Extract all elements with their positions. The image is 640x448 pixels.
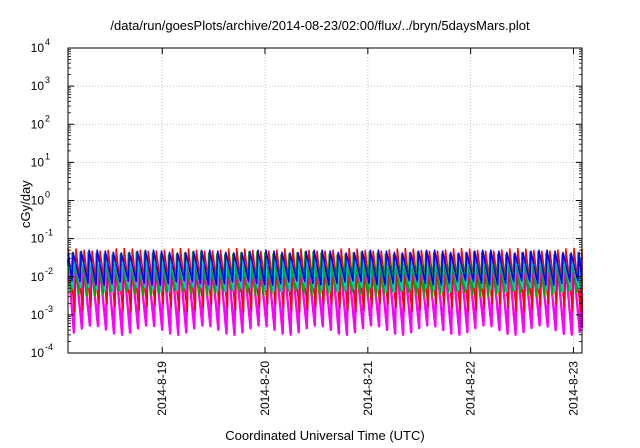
y-tick-label: 10 bbox=[31, 41, 45, 55]
y-tick-label-exponent: 4 bbox=[45, 37, 50, 47]
x-axis-label: Coordinated Universal Time (UTC) bbox=[225, 428, 425, 443]
series-line bbox=[67, 249, 583, 286]
y-tick-label: 10 bbox=[31, 232, 45, 246]
y-tick-label: 10 bbox=[31, 308, 45, 322]
y-tick-label: 10 bbox=[31, 117, 45, 131]
y-axis-label: cGy/day bbox=[18, 180, 33, 228]
y-tick-label-exponent: -2 bbox=[45, 266, 53, 276]
chart-title: /data/run/goesPlots/archive/2014-08-23/0… bbox=[110, 18, 530, 33]
x-tick-label: 2014-8-19 bbox=[155, 361, 169, 416]
x-tick-label: 2014-8-21 bbox=[361, 361, 375, 416]
y-tick-label-exponent: 2 bbox=[45, 113, 50, 123]
y-tick-label: 10 bbox=[31, 79, 45, 93]
y-tick-label-exponent: 0 bbox=[45, 190, 50, 200]
y-tick-label: 10 bbox=[31, 346, 45, 360]
y-tick-label-exponent: -4 bbox=[45, 342, 53, 352]
y-tick-label: 10 bbox=[31, 194, 45, 208]
data-layer bbox=[66, 247, 584, 336]
y-tick-label-exponent: 1 bbox=[45, 151, 50, 161]
y-tick-label-exponent: -1 bbox=[45, 228, 53, 238]
x-tick-label: 2014-8-22 bbox=[464, 361, 478, 416]
y-tick-label: 10 bbox=[31, 270, 45, 284]
x-tick-label: 2014-8-23 bbox=[566, 361, 580, 416]
y-tick-label-exponent: -3 bbox=[45, 304, 53, 314]
x-tick-label: 2014-8-20 bbox=[258, 361, 272, 416]
y-tick-label: 10 bbox=[31, 155, 45, 169]
y-tick-label-exponent: 3 bbox=[45, 75, 50, 85]
